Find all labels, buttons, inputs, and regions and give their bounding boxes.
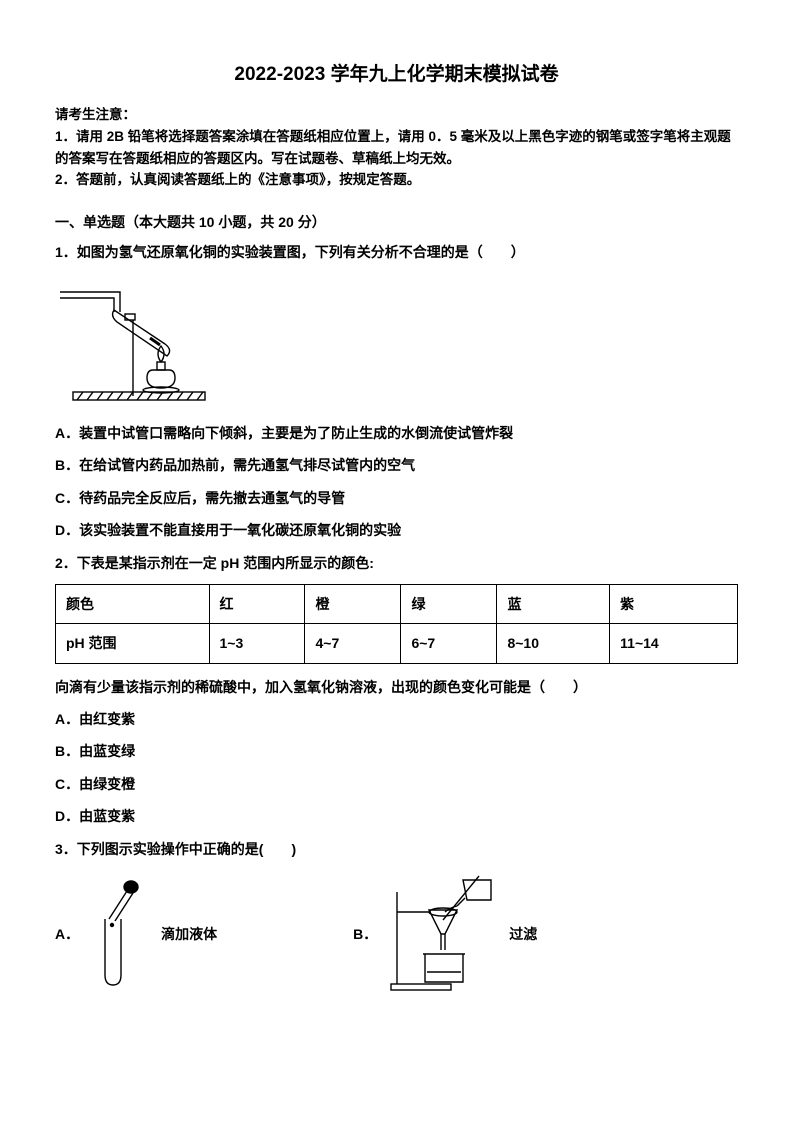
ph-range-5: 11~14 bbox=[610, 624, 738, 663]
color-purple: 紫 bbox=[610, 584, 738, 623]
q1-option-d: D．该实验装置不能直接用于一氧化碳还原氧化铜的实验 bbox=[55, 519, 738, 541]
q2-option-c: C．由绿变橙 bbox=[55, 773, 738, 795]
q3-label-a: A． bbox=[55, 923, 79, 945]
q3-label-b: B． bbox=[353, 923, 377, 945]
color-green: 绿 bbox=[401, 584, 497, 623]
section-heading: 一、单选题（本大题共 10 小题，共 20 分） bbox=[55, 211, 738, 233]
table-row: 颜色 红 橙 绿 蓝 紫 bbox=[56, 584, 738, 623]
row-ph-label: pH 范围 bbox=[56, 624, 210, 663]
filtration-icon bbox=[383, 874, 503, 994]
q2-text: 2．下表是某指示剂在一定 pH 范围内所显示的颜色: bbox=[55, 552, 738, 574]
q3-options-row: A． 滴加液体 B． bbox=[55, 874, 738, 994]
q3-text: 3．下列图示实验操作中正确的是( ) bbox=[55, 838, 738, 860]
color-red: 红 bbox=[209, 584, 305, 623]
instructions-heading: 请考生注意： bbox=[55, 104, 738, 126]
ph-range-1: 1~3 bbox=[209, 624, 305, 663]
q2-option-a: A．由红变紫 bbox=[55, 708, 738, 730]
exam-title: 2022-2023 学年九上化学期末模拟试卷 bbox=[55, 60, 738, 90]
q2-after-text: 向滴有少量该指示剂的稀硫酸中，加入氢氧化钠溶液，出现的颜色变化可能是（ ） bbox=[55, 676, 738, 698]
q1-option-b: B．在给试管内药品加热前，需先通氢气排尽试管内的空气 bbox=[55, 454, 738, 476]
header-color-label: 颜色 bbox=[56, 584, 210, 623]
instruction-2: 2．答题前，认真阅读答题纸上的《注意事项》，按规定答题。 bbox=[55, 169, 738, 191]
q1-apparatus-diagram bbox=[55, 274, 738, 412]
q1-text: 1．如图为氢气还原氧化铜的实验装置图，下列有关分析不合理的是（ ） bbox=[55, 241, 738, 263]
dropper-tube-icon bbox=[85, 879, 155, 989]
color-orange: 橙 bbox=[305, 584, 401, 623]
table-row: pH 范围 1~3 4~7 6~7 8~10 11~14 bbox=[56, 624, 738, 663]
ph-range-4: 8~10 bbox=[497, 624, 610, 663]
exam-instructions: 请考生注意： 1．请用 2B 铅笔将选择题答案涂填在答题纸相应位置上，请用 0．… bbox=[55, 104, 738, 190]
q3-option-b-cell: B． bbox=[353, 874, 537, 994]
ph-range-2: 4~7 bbox=[305, 624, 401, 663]
q2-option-d: D．由蓝变紫 bbox=[55, 805, 738, 827]
ph-range-3: 6~7 bbox=[401, 624, 497, 663]
q3-caption-a: 滴加液体 bbox=[161, 923, 217, 945]
q2-option-b: B．由蓝变绿 bbox=[55, 740, 738, 762]
instruction-1: 1．请用 2B 铅笔将选择题答案涂填在答题纸相应位置上，请用 0．5 毫米及以上… bbox=[55, 126, 738, 169]
q3-caption-b: 过滤 bbox=[509, 923, 537, 945]
q3-option-a-cell: A． 滴加液体 bbox=[55, 879, 217, 989]
q1-option-c: C．待药品完全反应后，需先撤去通氢气的导管 bbox=[55, 487, 738, 509]
color-blue: 蓝 bbox=[497, 584, 610, 623]
q1-option-a: A．装置中试管口需略向下倾斜，主要是为了防止生成的水倒流使试管炸裂 bbox=[55, 422, 738, 444]
q2-ph-table: 颜色 红 橙 绿 蓝 紫 pH 范围 1~3 4~7 6~7 8~10 11~1… bbox=[55, 584, 738, 664]
